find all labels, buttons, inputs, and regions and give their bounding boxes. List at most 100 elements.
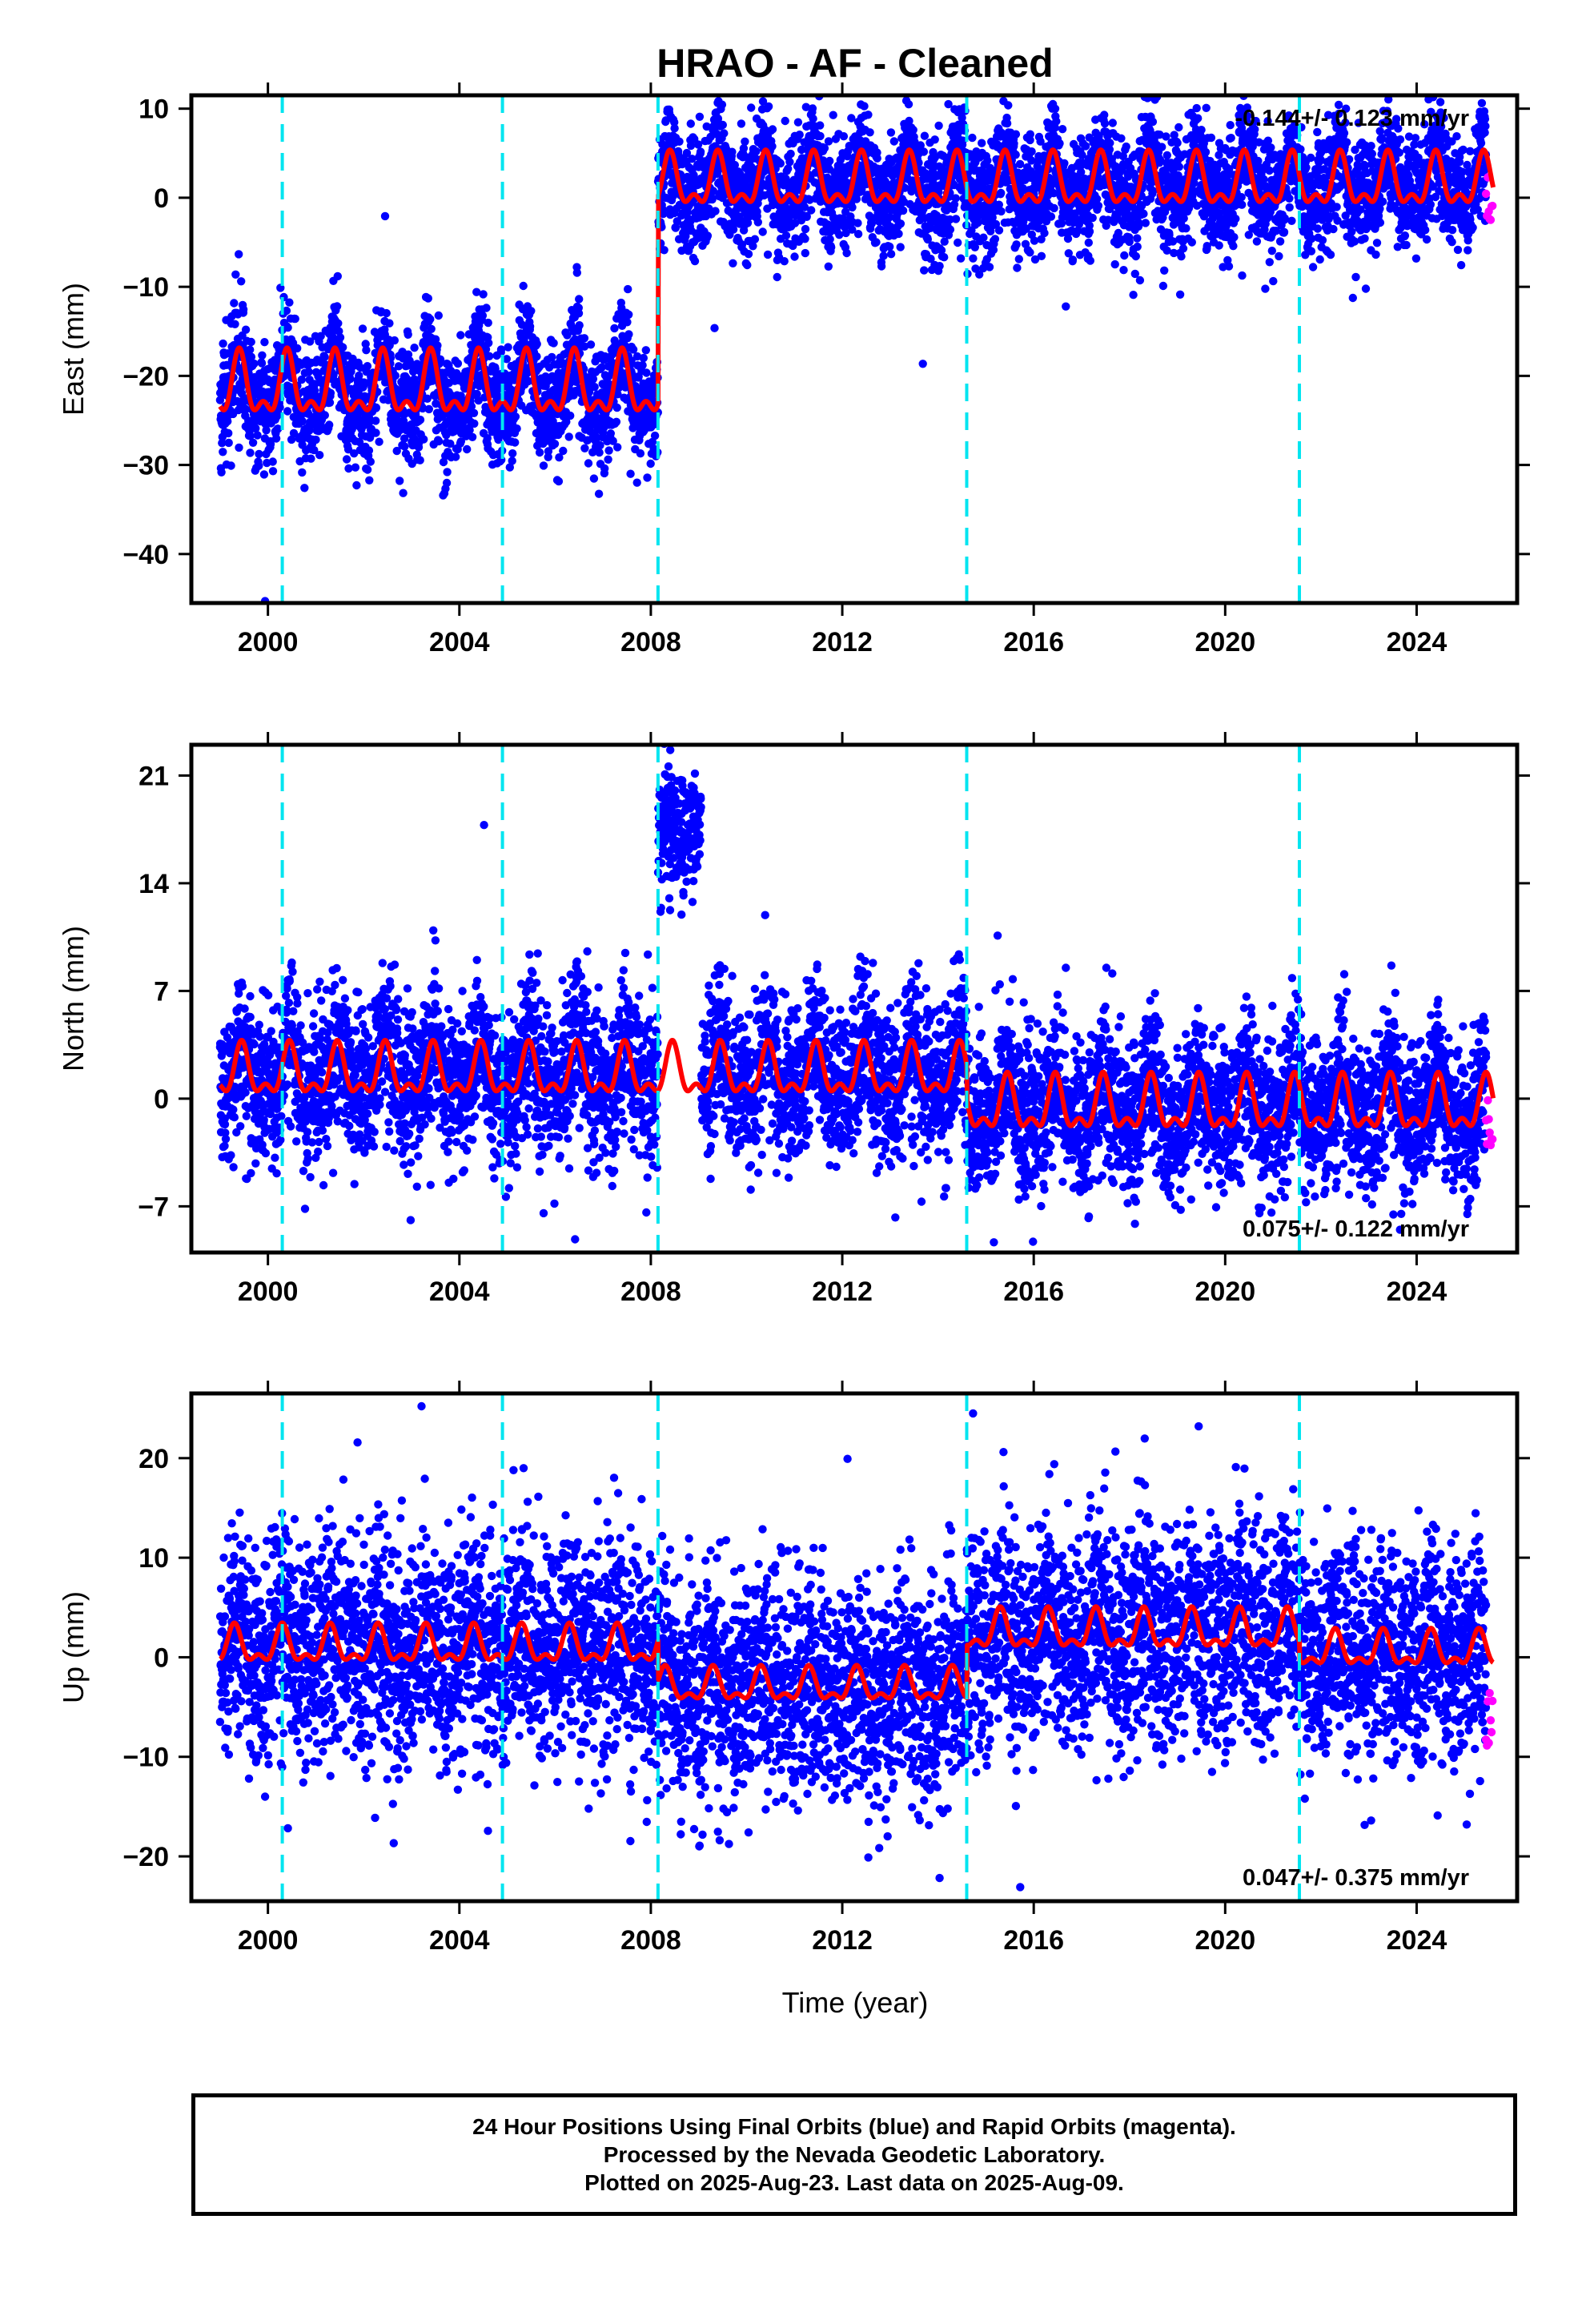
data-point bbox=[355, 371, 363, 380]
data-point bbox=[307, 454, 315, 463]
data-point bbox=[400, 434, 409, 443]
data-point bbox=[886, 250, 896, 259]
data-point bbox=[564, 432, 573, 441]
data-point bbox=[392, 446, 401, 456]
data-point bbox=[1050, 104, 1060, 113]
data-point bbox=[416, 456, 424, 464]
data-point bbox=[479, 290, 488, 299]
data-point bbox=[527, 307, 536, 316]
data-point bbox=[482, 304, 491, 312]
data-point bbox=[853, 219, 862, 227]
data-point bbox=[224, 428, 233, 438]
data-point bbox=[433, 341, 442, 350]
data-point bbox=[335, 333, 345, 342]
data-point bbox=[1174, 163, 1184, 171]
data-point bbox=[375, 437, 383, 446]
data-point bbox=[946, 225, 955, 234]
data-point bbox=[790, 252, 799, 261]
data-point bbox=[670, 124, 679, 133]
data-point bbox=[773, 272, 781, 282]
data-point bbox=[951, 194, 960, 203]
data-point bbox=[930, 135, 939, 144]
data-point bbox=[590, 383, 599, 392]
data-point bbox=[864, 111, 873, 119]
data-point bbox=[304, 368, 313, 376]
data-point bbox=[1015, 159, 1025, 169]
data-point bbox=[305, 337, 315, 346]
data-point bbox=[764, 102, 773, 111]
data-point bbox=[750, 235, 760, 243]
data-point bbox=[896, 219, 905, 228]
data-point bbox=[511, 438, 520, 447]
data-point bbox=[596, 440, 604, 450]
data-point bbox=[550, 440, 560, 448]
data-point bbox=[741, 137, 749, 146]
data-point bbox=[364, 446, 374, 455]
data-point bbox=[758, 227, 767, 236]
data-point bbox=[848, 203, 857, 212]
data-point bbox=[586, 340, 596, 349]
data-point bbox=[872, 238, 881, 247]
data-point bbox=[443, 468, 452, 476]
data-point bbox=[780, 257, 789, 266]
data-point bbox=[1158, 143, 1166, 151]
data-point bbox=[351, 463, 360, 472]
data-point bbox=[575, 321, 584, 330]
data-point bbox=[452, 452, 460, 461]
data-point bbox=[839, 132, 849, 141]
data-point bbox=[969, 254, 978, 263]
data-point bbox=[728, 147, 737, 156]
data-point bbox=[231, 270, 240, 279]
chart-title: HRAO - AF - Cleaned bbox=[656, 41, 1053, 86]
data-point bbox=[801, 248, 809, 258]
data-point bbox=[334, 319, 343, 328]
data-point bbox=[752, 147, 761, 156]
data-point bbox=[827, 243, 836, 251]
data-point bbox=[382, 308, 391, 318]
data-point bbox=[1012, 240, 1021, 249]
data-point bbox=[896, 243, 905, 251]
data-point bbox=[315, 451, 324, 460]
data-point bbox=[224, 438, 233, 448]
data-point bbox=[231, 320, 239, 328]
data-point bbox=[260, 338, 269, 347]
data-point bbox=[624, 330, 633, 339]
data-point bbox=[275, 403, 284, 412]
data-point bbox=[539, 461, 548, 470]
data-point bbox=[371, 428, 380, 437]
data-point bbox=[638, 360, 647, 370]
data-point bbox=[230, 299, 239, 308]
data-point bbox=[316, 332, 325, 340]
data-point bbox=[643, 473, 652, 482]
data-point bbox=[259, 470, 269, 479]
data-point bbox=[690, 256, 700, 266]
data-point bbox=[747, 103, 756, 112]
data-point bbox=[918, 360, 927, 368]
data-point bbox=[385, 319, 394, 328]
data-point bbox=[469, 408, 479, 417]
data-point bbox=[484, 339, 493, 348]
data-point bbox=[1158, 281, 1168, 291]
data-point bbox=[575, 295, 584, 304]
data-point bbox=[1133, 234, 1142, 243]
data-point bbox=[325, 420, 334, 429]
data-point bbox=[289, 428, 299, 438]
data-point bbox=[1060, 159, 1069, 168]
data-point bbox=[623, 318, 632, 327]
data-point bbox=[711, 207, 720, 215]
data-point bbox=[696, 147, 705, 156]
data-point bbox=[271, 434, 281, 443]
data-point bbox=[400, 442, 409, 451]
data-point bbox=[404, 330, 412, 339]
data-point bbox=[729, 259, 737, 267]
data-point bbox=[532, 352, 541, 361]
data-point bbox=[478, 311, 488, 320]
data-point bbox=[853, 230, 863, 239]
data-point bbox=[1004, 101, 1013, 110]
data-point bbox=[580, 444, 589, 452]
data-point bbox=[1026, 248, 1034, 257]
data-point bbox=[1085, 227, 1094, 236]
data-point bbox=[660, 246, 669, 255]
data-point bbox=[1122, 142, 1130, 151]
data-point bbox=[1046, 212, 1056, 221]
